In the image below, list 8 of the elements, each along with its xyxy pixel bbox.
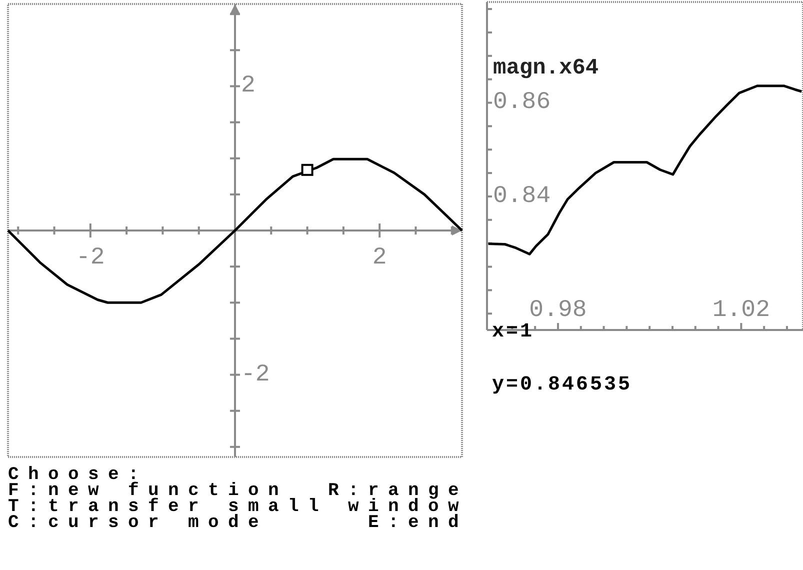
line-series bbox=[6, 158, 464, 304]
line-series bbox=[487, 84, 803, 256]
text: C:cursor mode E:end bbox=[8, 513, 468, 533]
x-tick-label: 1.02 bbox=[712, 297, 770, 324]
y-tick-label: 0.84 bbox=[493, 182, 551, 210]
text: y=0.846535 bbox=[492, 374, 632, 396]
text: magn.x64 bbox=[493, 56, 599, 80]
y-tick-label: 0.86 bbox=[493, 89, 551, 116]
